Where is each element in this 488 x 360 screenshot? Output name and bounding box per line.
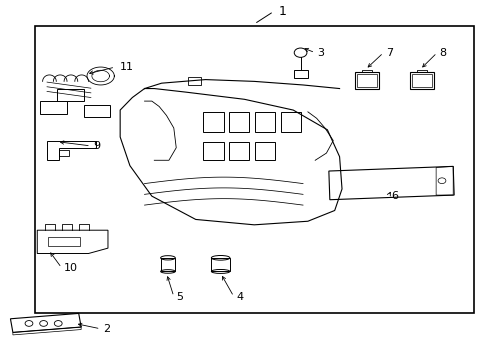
Bar [411, 74, 431, 87]
Bar [35, 26, 473, 313]
Bar [254, 112, 275, 132]
Bar [354, 72, 378, 89]
Text: 9: 9 [93, 141, 100, 151]
Bar [203, 141, 223, 160]
Text: 5: 5 [176, 292, 183, 302]
Bar [48, 237, 80, 246]
Text: 11: 11 [120, 62, 134, 72]
Text: 3: 3 [317, 48, 324, 58]
Bar [280, 112, 301, 132]
Bar [83, 105, 110, 117]
Bar [211, 258, 229, 271]
Bar [228, 141, 249, 160]
Bar [254, 141, 275, 160]
Bar [40, 101, 66, 114]
Text: 8: 8 [439, 48, 446, 58]
Bar [59, 150, 69, 156]
Bar [160, 258, 175, 271]
Text: 10: 10 [64, 263, 78, 273]
Bar [294, 70, 307, 78]
Bar [356, 74, 376, 87]
Bar [409, 72, 433, 89]
Bar [228, 112, 249, 132]
Text: 7: 7 [385, 48, 392, 58]
Text: 6: 6 [390, 191, 397, 201]
Text: 4: 4 [236, 292, 243, 302]
Text: 1: 1 [278, 5, 286, 18]
Text: 2: 2 [103, 324, 110, 334]
Bar [203, 112, 223, 132]
Bar [57, 89, 83, 101]
Bar [188, 77, 200, 85]
